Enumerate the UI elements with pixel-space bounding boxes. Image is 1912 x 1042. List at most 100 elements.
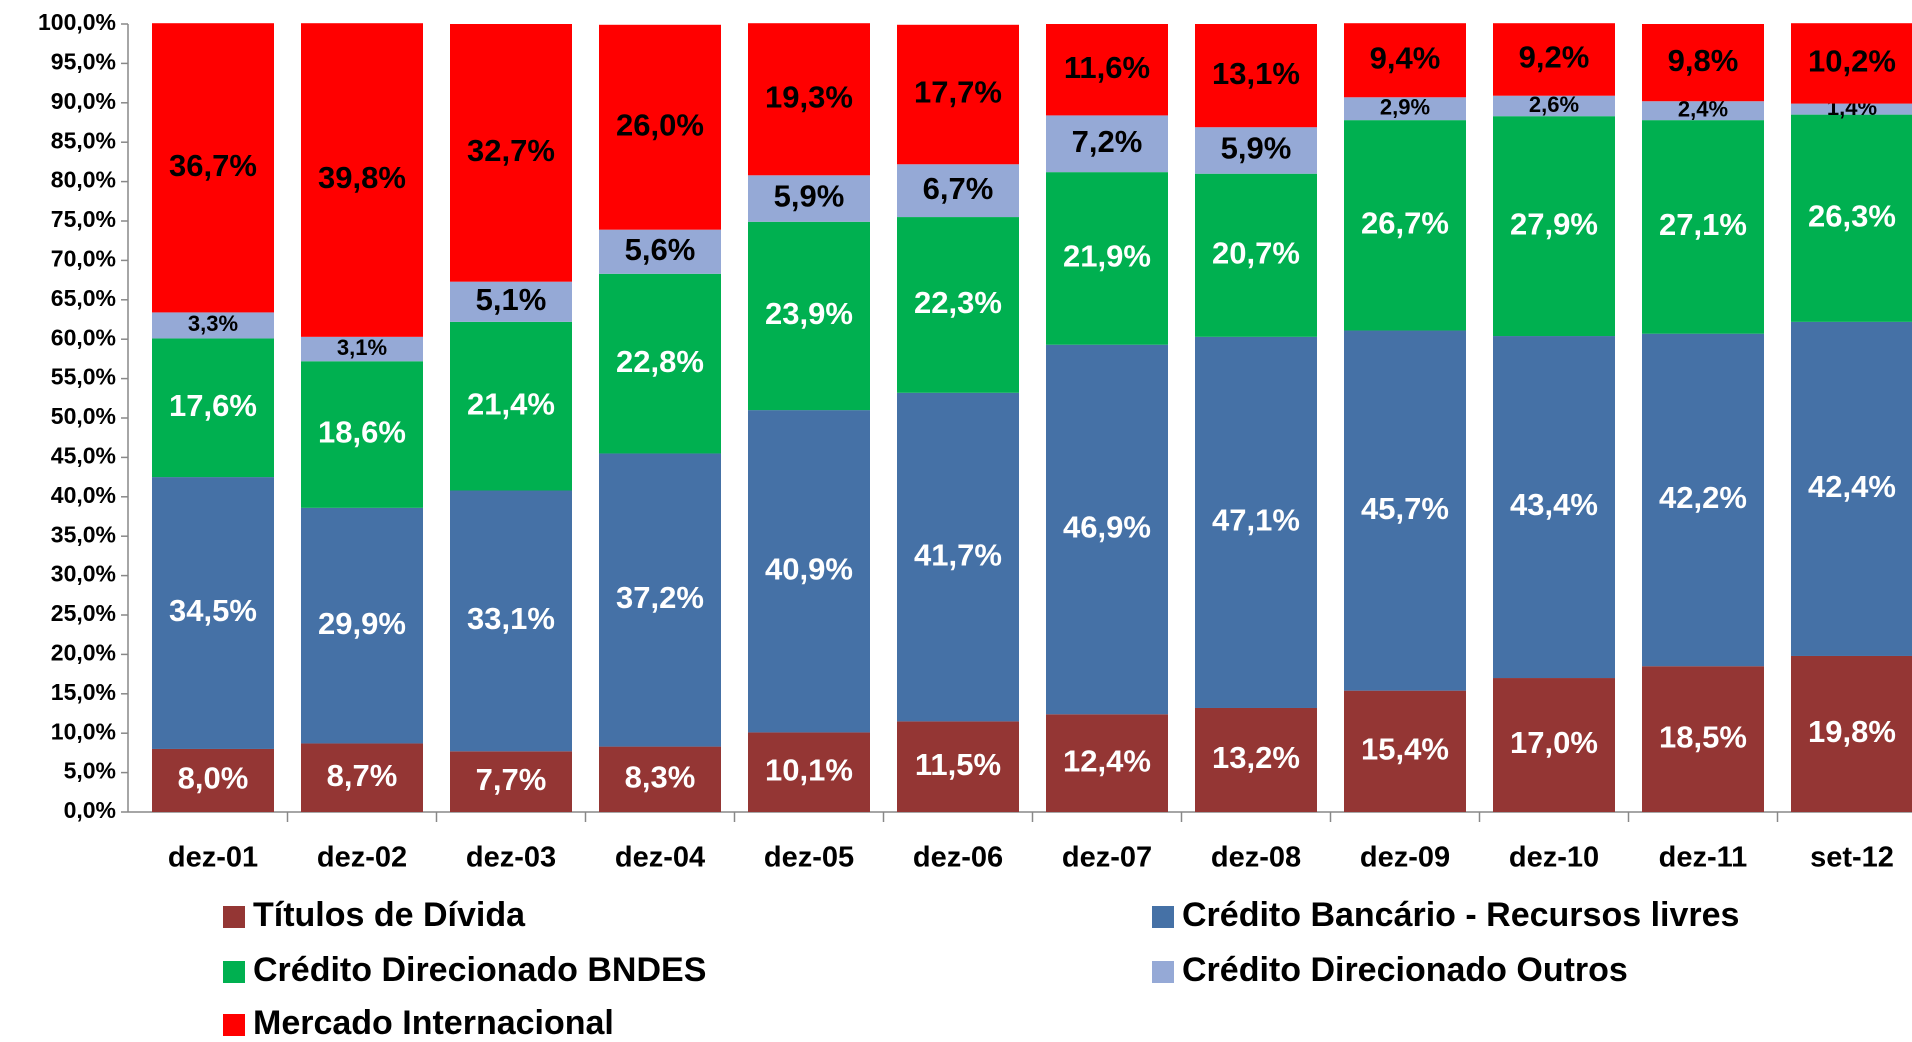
bar-segment	[1046, 24, 1168, 116]
y-tick-label: 80,0%	[51, 167, 116, 193]
bar-segment	[152, 312, 274, 339]
data-label: 17,6%	[169, 388, 257, 423]
bar-segment	[450, 751, 572, 812]
bar-segment	[748, 732, 870, 812]
bar-segment	[301, 361, 423, 508]
bar-segment	[152, 338, 274, 478]
bar-segment	[748, 175, 870, 222]
y-tick-label: 30,0%	[51, 561, 116, 587]
bar-segment	[599, 24, 721, 230]
bar-segment	[1791, 114, 1912, 322]
y-tick-label: 0,0%	[64, 797, 116, 823]
x-tick-label: dez-09	[1360, 842, 1450, 874]
x-tick-label: dez-11	[1659, 842, 1748, 874]
data-label: 47,1%	[1212, 503, 1300, 538]
bar-segment	[450, 24, 572, 282]
bar-segment	[301, 23, 423, 337]
x-tick-label: dez-10	[1509, 842, 1599, 874]
bar-segment	[897, 24, 1019, 165]
data-label: 3,1%	[337, 335, 387, 360]
bar-segment	[1195, 173, 1317, 337]
bar-segment	[1195, 707, 1317, 812]
data-label: 36,7%	[169, 148, 257, 183]
legend-label: Mercado Internacional	[253, 1004, 614, 1042]
y-tick-label: 85,0%	[51, 127, 116, 153]
bar-segment	[1493, 23, 1615, 96]
x-tick-label: dez-05	[764, 842, 854, 874]
bar-segment	[1046, 115, 1168, 173]
data-label: 9,2%	[1519, 40, 1590, 75]
bar-segment	[599, 273, 721, 454]
bar-segment	[897, 721, 1019, 812]
y-tick-label: 35,0%	[51, 521, 116, 547]
y-tick-label: 55,0%	[51, 364, 116, 390]
data-label: 40,9%	[765, 551, 853, 586]
data-label: 19,3%	[765, 79, 853, 114]
bar-segment	[450, 490, 572, 752]
bar-segment	[897, 164, 1019, 218]
bar-segment	[748, 23, 870, 176]
y-tick-label: 50,0%	[51, 403, 116, 429]
data-label: 43,4%	[1510, 487, 1598, 522]
bar-segment	[301, 743, 423, 812]
data-label: 33,1%	[467, 601, 555, 636]
bar-segment	[1642, 666, 1764, 812]
bar-segment	[1195, 127, 1317, 174]
bar-segment	[1791, 103, 1912, 115]
data-label: 42,2%	[1659, 480, 1747, 515]
legend-swatch	[223, 906, 245, 928]
bar-segment	[1344, 97, 1466, 121]
legend-swatch	[1152, 961, 1174, 983]
bar-segment	[1344, 330, 1466, 691]
data-label: 18,5%	[1659, 719, 1747, 754]
data-label: 13,2%	[1212, 740, 1300, 775]
y-tick-label: 10,0%	[51, 718, 116, 744]
data-label: 21,4%	[467, 386, 555, 421]
bar-segment	[1642, 333, 1764, 667]
bar-segment	[301, 507, 423, 744]
data-label: 10,1%	[765, 752, 853, 787]
x-tick-label: dez-06	[913, 842, 1003, 874]
data-label: 10,2%	[1808, 44, 1896, 79]
bar-segment	[1195, 24, 1317, 128]
data-label: 5,6%	[625, 232, 696, 267]
data-label: 37,2%	[616, 580, 704, 615]
legend-swatch	[223, 1014, 245, 1036]
bar-segment	[897, 217, 1019, 393]
data-label: 2,6%	[1529, 92, 1579, 117]
data-label: 18,6%	[318, 415, 406, 450]
data-label: 45,7%	[1361, 491, 1449, 526]
data-label: 8,7%	[327, 758, 398, 793]
data-label: 46,9%	[1063, 510, 1151, 545]
data-label: 27,1%	[1659, 207, 1747, 242]
x-tick-label: dez-03	[466, 842, 556, 874]
data-label: 11,6%	[1064, 50, 1150, 85]
y-tick-label: 20,0%	[51, 639, 116, 665]
data-label: 26,7%	[1361, 206, 1449, 241]
legend-label: Crédito Direcionado Outros	[1182, 951, 1628, 989]
x-tick-label: dez-01	[168, 842, 258, 874]
bar-segment	[450, 281, 572, 322]
bar-segment	[1791, 321, 1912, 656]
data-label: 22,3%	[914, 285, 1002, 320]
x-tick-label: set-12	[1810, 842, 1894, 874]
legend-label: Crédito Bancário - Recursos livres	[1182, 896, 1739, 934]
bar-segment	[152, 477, 274, 749]
x-tick-label: dez-02	[317, 842, 407, 874]
data-label: 15,4%	[1361, 732, 1449, 767]
bar-segment	[1493, 336, 1615, 679]
data-label: 41,7%	[914, 537, 1002, 572]
data-label: 11,5%	[915, 747, 1001, 782]
y-tick-label: 100,0%	[38, 9, 116, 35]
data-label: 39,8%	[318, 160, 406, 195]
data-label: 8,0%	[178, 761, 249, 796]
data-label: 5,9%	[774, 179, 845, 214]
bar-segment	[1493, 95, 1615, 117]
bar-segment	[748, 410, 870, 733]
bar-segment	[1046, 172, 1168, 345]
data-label: 9,8%	[1668, 43, 1739, 78]
data-label: 13,1%	[1212, 56, 1300, 91]
data-label: 3,3%	[188, 311, 238, 336]
y-tick-label: 90,0%	[51, 88, 116, 114]
